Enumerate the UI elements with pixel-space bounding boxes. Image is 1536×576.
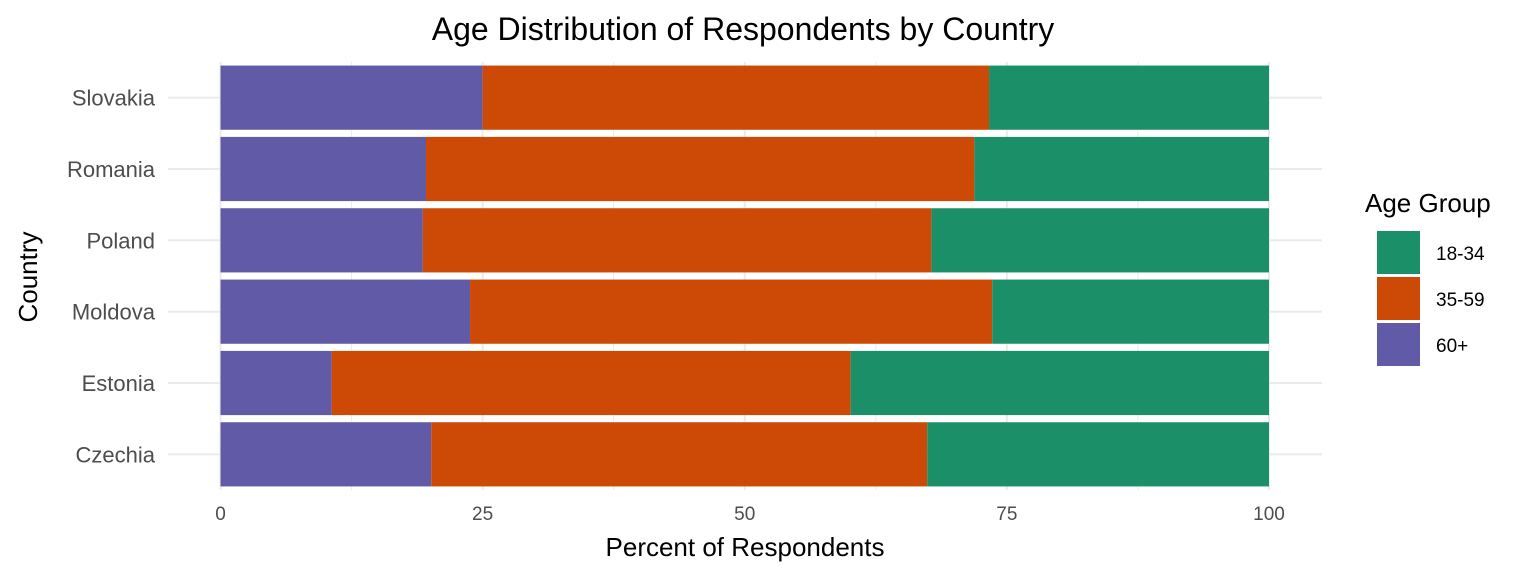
- legend-swatch: [1377, 231, 1420, 274]
- legend-swatch: [1377, 277, 1420, 320]
- legend-label: 18-34: [1436, 244, 1485, 265]
- bar-moldova-35-59: [470, 279, 993, 344]
- x-axis-title: Percent of Respondents: [606, 532, 885, 562]
- bar-moldova-60: [220, 279, 471, 344]
- bar-romania-60: [220, 136, 427, 202]
- bar-estonia-35-59: [331, 350, 851, 416]
- x-tick-label: 50: [734, 504, 755, 525]
- y-tick-label: Slovakia: [72, 86, 156, 111]
- bar-slovakia-60: [220, 65, 483, 130]
- bar-romania-18-34: [974, 136, 1269, 202]
- bar-estonia-18-34: [850, 350, 1269, 416]
- bar-poland-60: [220, 208, 423, 273]
- bar-romania-35-59: [426, 136, 975, 202]
- x-axis-ticks: 0 25 50 75 100: [215, 504, 1285, 525]
- y-tick-label: Czechia: [76, 442, 156, 467]
- x-tick-label: 0: [215, 504, 226, 525]
- y-axis-title: Country: [13, 231, 43, 322]
- legend-label: 60+: [1436, 336, 1468, 357]
- legend-title: Age Group: [1365, 188, 1491, 218]
- bar-czechia-35-59: [431, 422, 928, 487]
- bar-moldova-18-34: [992, 279, 1269, 344]
- y-tick-label: Romania: [67, 157, 156, 182]
- bar-czechia-60: [220, 422, 432, 487]
- legend-swatch: [1377, 323, 1420, 366]
- bar-slovakia-35-59: [482, 65, 990, 130]
- legend: 18-34 35-59 60+: [1377, 231, 1485, 366]
- bar-slovakia-18-34: [989, 65, 1269, 130]
- bar-estonia-60: [220, 350, 332, 416]
- y-tick-label: Moldova: [72, 300, 156, 325]
- bar-czechia-18-34: [927, 422, 1269, 487]
- y-tick-label: Poland: [86, 228, 155, 253]
- x-tick-label: 75: [996, 504, 1017, 525]
- chart-title: Age Distribution of Respondents by Count…: [432, 11, 1055, 47]
- legend-label: 35-59: [1436, 290, 1485, 311]
- y-axis-ticks: Slovakia Romania Poland Moldova Estonia Czech…: [67, 86, 156, 468]
- bars: [220, 65, 1269, 487]
- x-tick-label: 25: [472, 504, 493, 525]
- bar-poland-35-59: [422, 208, 932, 273]
- y-tick-label: Estonia: [82, 371, 156, 396]
- bar-poland-18-34: [931, 208, 1269, 273]
- x-tick-label: 100: [1253, 504, 1285, 525]
